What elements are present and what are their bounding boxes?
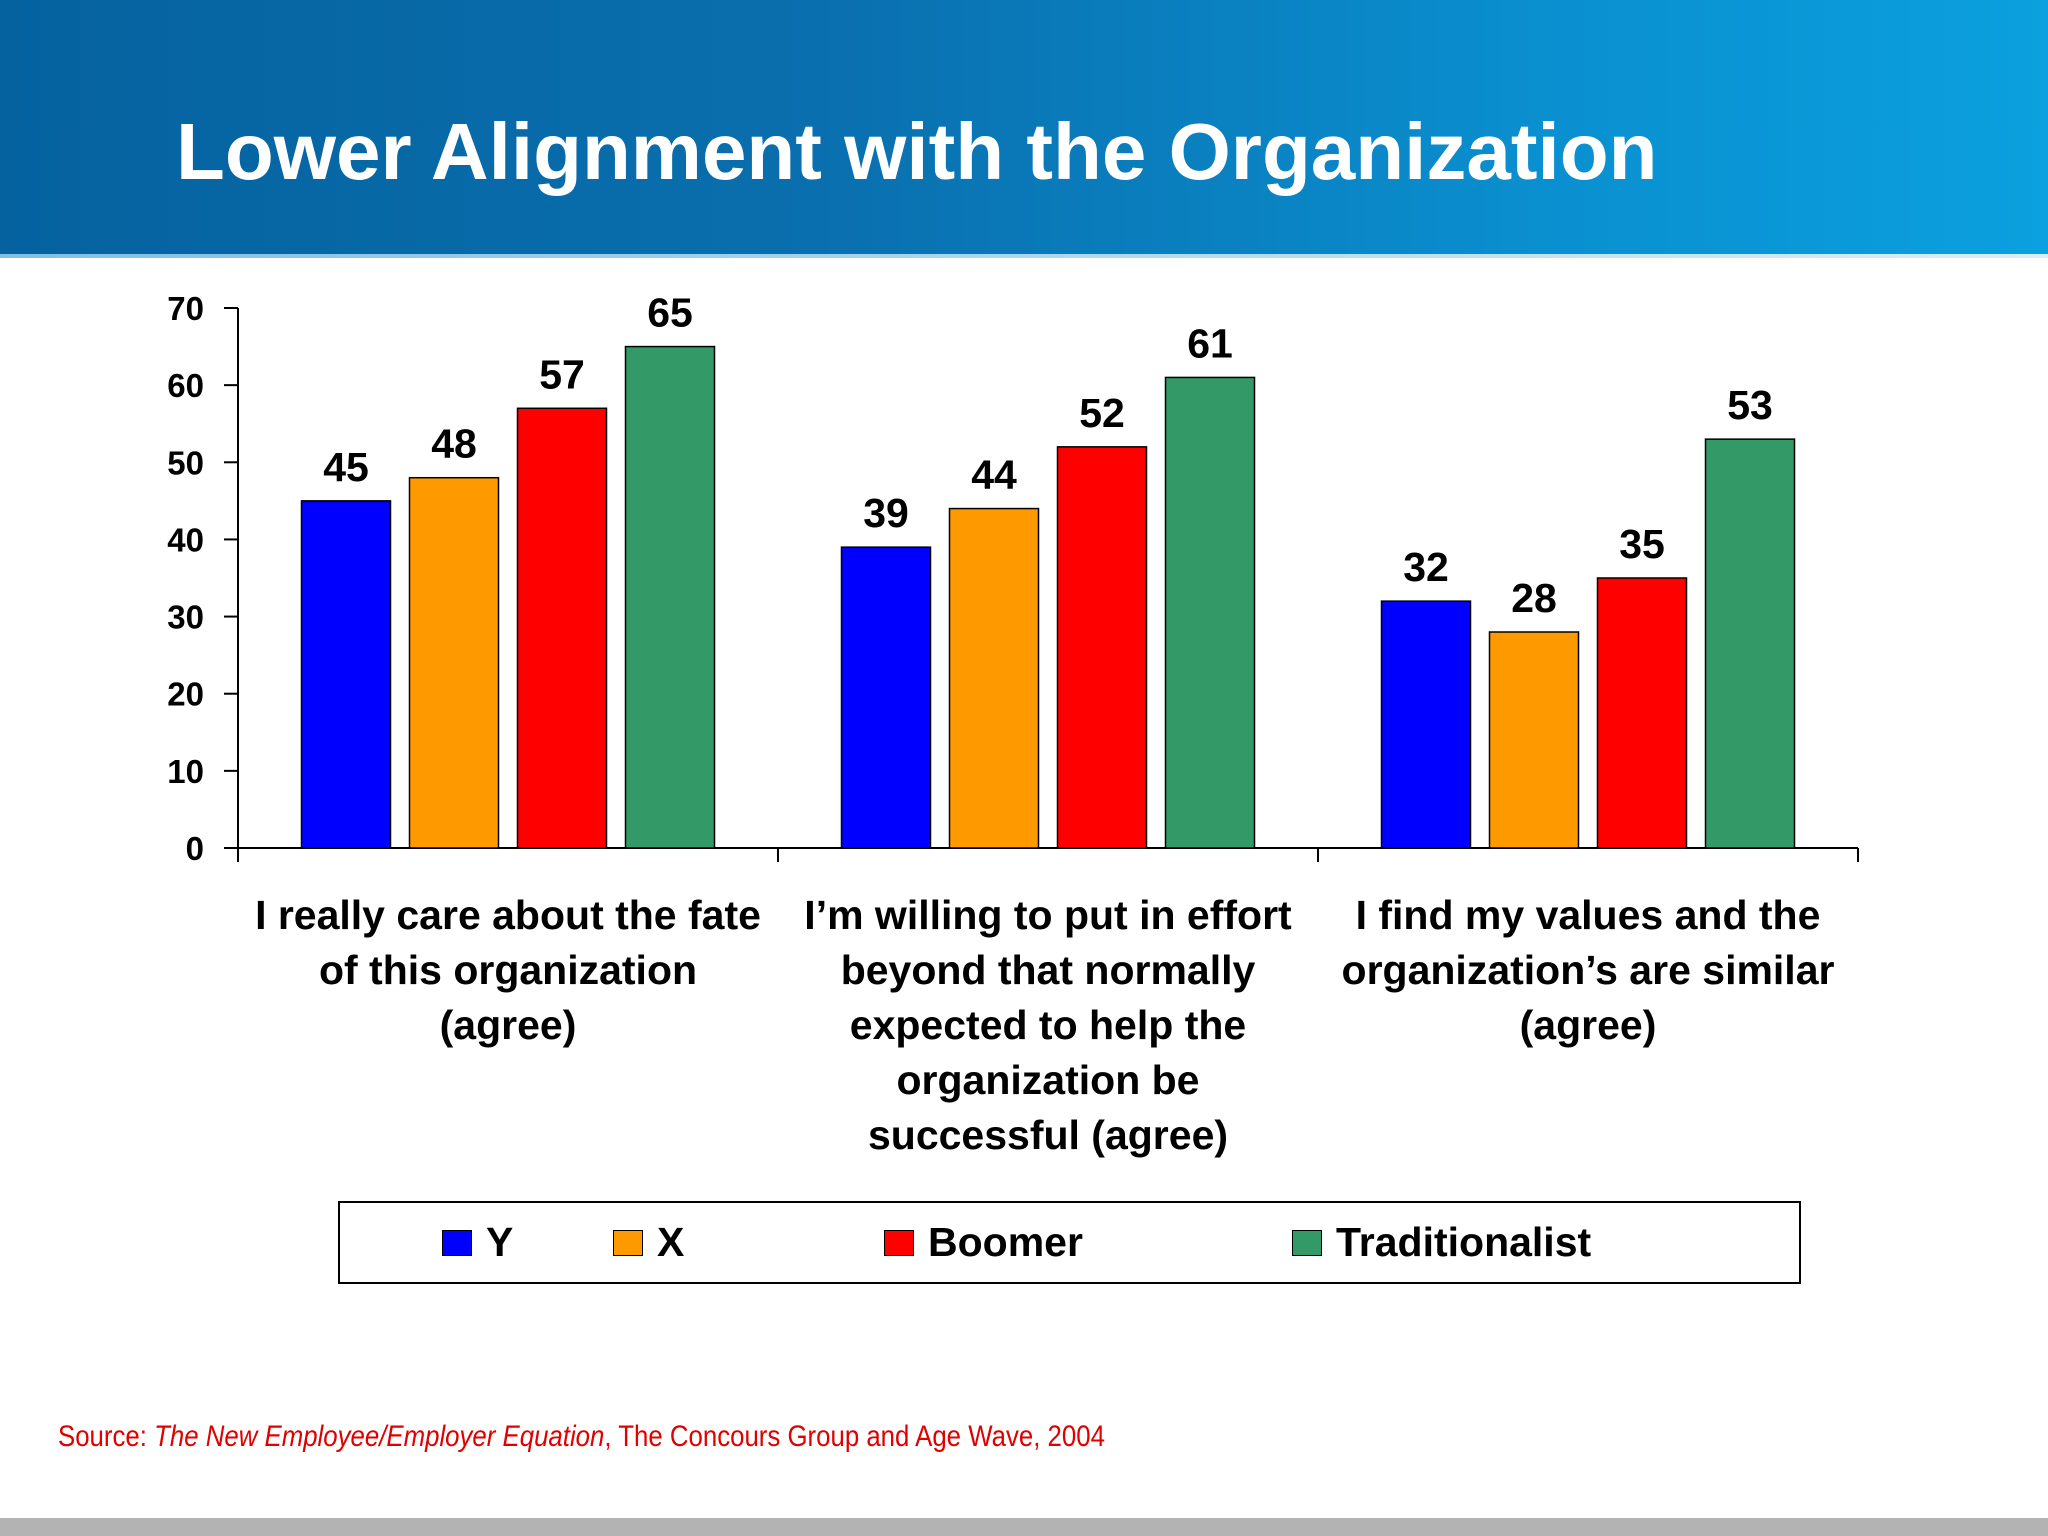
category-label-line: beyond that normally <box>841 947 1256 993</box>
category-label-line: (agree) <box>1520 1002 1657 1048</box>
legend-item: X <box>613 1203 684 1282</box>
legend-item: Traditionalist <box>1292 1203 1591 1282</box>
bar <box>300 500 392 849</box>
category-label-line: I’m willing to put in effort <box>804 892 1292 938</box>
bar <box>1056 446 1148 849</box>
source-title: The New Employee/Employer Equation <box>154 1420 605 1453</box>
y-tick-label: 40 <box>167 521 204 558</box>
y-tick-label: 30 <box>167 599 204 636</box>
legend-item: Y <box>442 1203 513 1282</box>
y-tick-label: 70 <box>167 290 204 327</box>
legend-swatch <box>442 1229 472 1256</box>
data-label: 44 <box>971 452 1017 498</box>
legend-label: X <box>657 1219 685 1265</box>
legend-swatch <box>1292 1229 1322 1256</box>
banner-divider <box>0 254 2048 258</box>
category-label-line: organization’s are similar <box>1342 947 1835 993</box>
data-label: 52 <box>1079 390 1125 436</box>
bar <box>948 507 1040 849</box>
legend-label: Traditionalist <box>1336 1219 1592 1265</box>
source-citation: Source: The New Employee/Employer Equati… <box>58 1420 1105 1454</box>
data-label: 65 <box>647 290 693 336</box>
y-tick-label: 60 <box>167 367 204 404</box>
category-label-line: successful (agree) <box>868 1112 1228 1158</box>
data-label: 39 <box>863 490 909 536</box>
bar <box>1488 631 1580 849</box>
data-label: 45 <box>323 444 369 490</box>
y-tick-label: 50 <box>167 444 204 481</box>
legend-item: Boomer <box>884 1203 1083 1282</box>
legend-label: Boomer <box>928 1219 1083 1265</box>
data-label: 28 <box>1511 575 1557 621</box>
bar <box>1596 577 1688 849</box>
chart-legend: Y X Boomer Traditionalist <box>338 1201 1801 1284</box>
bar <box>516 407 608 849</box>
page-title: Lower Alignment with the Organization <box>176 107 1658 196</box>
category-label: I really care about the fate of this orga… <box>255 892 761 1048</box>
title-banner <box>0 0 2048 256</box>
category-label-line: (agree) <box>440 1002 577 1048</box>
legend-swatch <box>613 1229 643 1256</box>
bar <box>408 476 500 849</box>
bar <box>840 546 932 849</box>
bar <box>1164 376 1256 849</box>
legend-swatch <box>884 1229 914 1256</box>
category-label-line: I really care about the fate <box>255 892 761 938</box>
category-label: I’m willing to put in effort beyond that … <box>804 892 1292 1158</box>
data-label: 61 <box>1187 320 1233 366</box>
category-label: I find my values and the organization’s a… <box>1342 892 1835 1048</box>
data-label: 57 <box>539 351 585 397</box>
y-tick-label: 0 <box>186 830 204 867</box>
source-prefix: Source: <box>58 1420 155 1453</box>
legend-label: Y <box>486 1219 514 1265</box>
data-label: 53 <box>1727 382 1773 428</box>
category-label-line: I find my values and the <box>1356 892 1821 938</box>
bar <box>624 345 716 849</box>
source-suffix: , The Concours Group and Age Wave, 2004 <box>604 1420 1105 1453</box>
category-label-line: expected to help the <box>850 1002 1246 1048</box>
data-label: 35 <box>1619 521 1665 567</box>
bar-chart: 0 10 20 30 40 50 60 70 45 48 57 65 I really care abo… <box>167 290 1859 1158</box>
data-label: 32 <box>1403 544 1449 590</box>
category-label-line: organization be <box>897 1057 1200 1103</box>
bar <box>1704 438 1796 849</box>
y-tick-label: 10 <box>167 753 204 790</box>
category-label-line: of this organization <box>319 947 697 993</box>
y-tick-label: 20 <box>167 676 204 713</box>
data-label: 48 <box>431 421 477 467</box>
bar <box>1380 600 1472 849</box>
footer-bar <box>0 1518 2048 1536</box>
